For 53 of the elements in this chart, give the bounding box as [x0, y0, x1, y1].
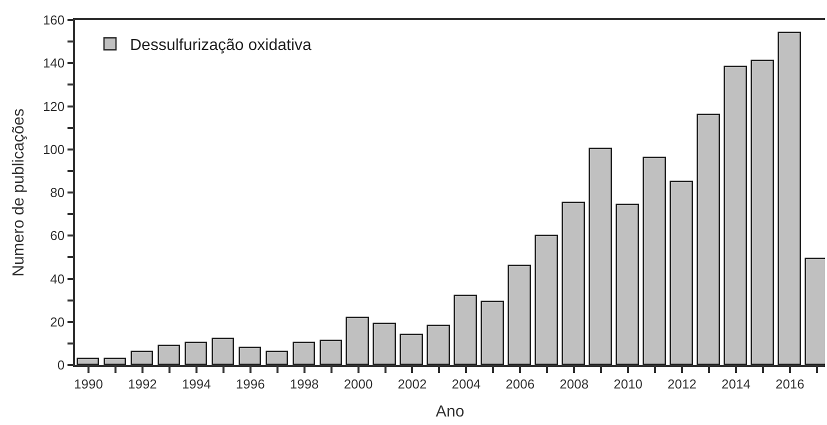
- x-tick-label: 2012: [668, 376, 696, 392]
- bar: [616, 204, 639, 365]
- y-axis-title: Numero de publicações: [10, 108, 28, 277]
- bar: [724, 66, 747, 365]
- bar: [320, 340, 342, 365]
- bar: [76, 358, 99, 365]
- legend-label: Dessulfurização oxidativa: [130, 37, 312, 54]
- x-tick-label: 2010: [614, 376, 643, 392]
- x-tick-label: 2016: [775, 376, 804, 392]
- bar: [266, 350, 288, 365]
- bar: [130, 350, 153, 365]
- y-tick-label: 40: [50, 271, 65, 286]
- bar: [750, 60, 774, 365]
- x-tick-label: 1998: [290, 376, 319, 392]
- bar: [184, 342, 207, 365]
- bar: [212, 338, 234, 365]
- x-tick-label: 2004: [452, 376, 481, 392]
- x-tick-label: 1992: [128, 376, 157, 392]
- bar: [480, 300, 504, 365]
- bar: [588, 148, 612, 365]
- bar: [104, 358, 126, 365]
- bar: [346, 316, 369, 365]
- y-tick-label: 160: [42, 12, 65, 28]
- y-tick-label: 140: [42, 56, 65, 71]
- bar: [534, 234, 558, 365]
- bar: [426, 324, 450, 365]
- y-tick-label: 0: [57, 358, 65, 373]
- x-tick-label: 2000: [344, 376, 373, 392]
- x-tick-label: 2014: [722, 376, 750, 392]
- y-tick-label: 60: [50, 228, 65, 244]
- bar: [238, 346, 261, 365]
- bar: [292, 342, 315, 365]
- x-axis-title: Ano: [436, 404, 464, 421]
- x-tick-label: 1990: [74, 376, 103, 392]
- bar: [642, 156, 666, 365]
- bar: [562, 202, 585, 365]
- bar: [400, 334, 423, 365]
- bar: [508, 264, 531, 365]
- x-tick-label: 1994: [182, 376, 211, 392]
- x-tick-label: 2002: [398, 376, 427, 392]
- x-tick-label: 1996: [236, 376, 265, 392]
- x-tick-label: 2008: [560, 376, 589, 392]
- bar: [158, 344, 180, 365]
- bar: [696, 114, 720, 365]
- x-tick-label: 2006: [506, 376, 535, 392]
- bar: [454, 294, 477, 365]
- y-tick-label: 20: [50, 314, 65, 330]
- y-tick-label: 80: [50, 185, 65, 200]
- y-tick-label: 100: [42, 142, 65, 157]
- bar: [670, 180, 693, 365]
- bar: [778, 32, 801, 365]
- bar: [372, 322, 396, 365]
- y-tick-label: 120: [42, 98, 65, 114]
